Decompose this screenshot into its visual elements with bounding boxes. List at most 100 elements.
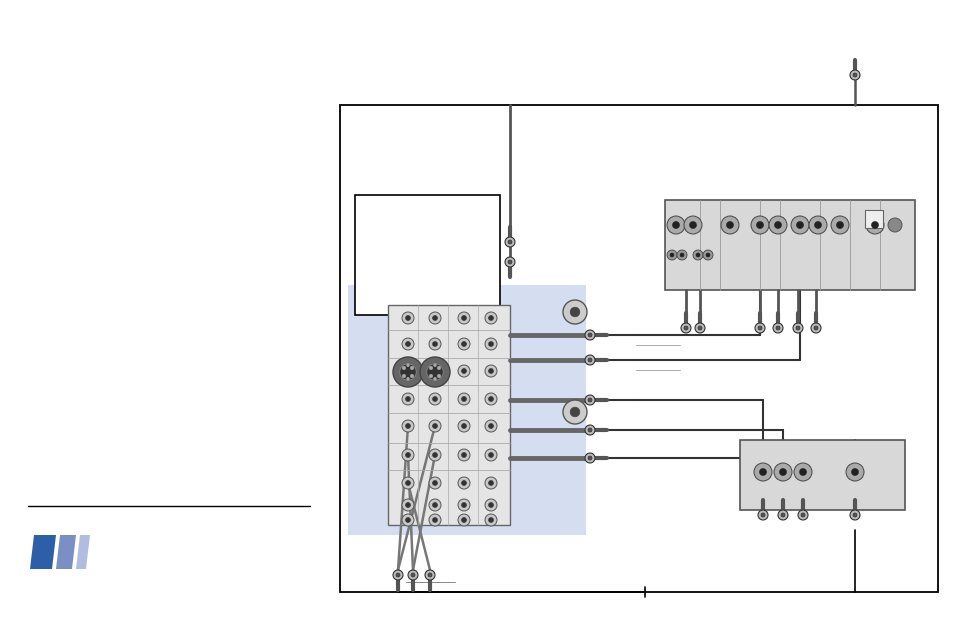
Circle shape (395, 573, 399, 577)
Circle shape (484, 420, 497, 432)
Circle shape (698, 326, 701, 330)
Circle shape (406, 364, 409, 366)
Circle shape (865, 216, 883, 234)
Circle shape (457, 338, 470, 350)
Circle shape (405, 503, 410, 508)
Bar (355, 195, 499, 315)
Circle shape (772, 323, 782, 333)
Circle shape (695, 323, 704, 333)
Circle shape (689, 222, 696, 228)
Circle shape (683, 216, 701, 234)
Circle shape (774, 222, 781, 228)
Circle shape (429, 477, 440, 489)
Circle shape (488, 423, 493, 428)
Circle shape (432, 480, 437, 485)
Circle shape (405, 480, 410, 485)
Circle shape (773, 463, 791, 481)
Circle shape (461, 517, 466, 522)
Bar (339, 105, 937, 592)
Circle shape (461, 423, 466, 428)
Circle shape (461, 452, 466, 457)
Circle shape (432, 503, 437, 508)
Circle shape (410, 366, 414, 370)
Circle shape (488, 452, 493, 457)
Circle shape (393, 357, 422, 387)
Circle shape (795, 326, 800, 330)
Circle shape (587, 428, 592, 432)
Circle shape (429, 338, 440, 350)
Circle shape (457, 449, 470, 461)
Circle shape (849, 70, 859, 80)
Circle shape (488, 397, 493, 402)
Circle shape (461, 397, 466, 402)
Circle shape (692, 250, 702, 260)
Circle shape (461, 503, 466, 508)
Circle shape (852, 73, 856, 77)
Circle shape (677, 250, 686, 260)
Circle shape (584, 330, 595, 340)
Circle shape (775, 326, 780, 330)
Circle shape (587, 358, 592, 362)
Circle shape (584, 425, 595, 435)
Circle shape (753, 463, 771, 481)
Circle shape (587, 333, 592, 337)
Circle shape (401, 420, 414, 432)
Circle shape (429, 393, 440, 405)
Circle shape (504, 237, 515, 247)
Circle shape (401, 499, 414, 511)
Circle shape (461, 480, 466, 485)
Circle shape (683, 326, 687, 330)
Circle shape (584, 395, 595, 405)
Circle shape (402, 374, 405, 378)
Circle shape (432, 368, 437, 373)
Circle shape (405, 397, 410, 402)
Circle shape (401, 312, 414, 324)
Circle shape (433, 377, 436, 380)
Circle shape (705, 253, 709, 257)
Circle shape (408, 570, 417, 580)
Circle shape (750, 216, 768, 234)
Circle shape (402, 366, 405, 370)
Circle shape (768, 216, 786, 234)
Circle shape (433, 364, 436, 366)
Circle shape (797, 510, 807, 520)
Circle shape (871, 222, 878, 228)
Circle shape (801, 513, 804, 517)
Circle shape (405, 342, 410, 347)
Circle shape (814, 222, 821, 228)
Bar (740, 440, 904, 510)
Circle shape (796, 222, 802, 228)
Circle shape (758, 510, 767, 520)
Circle shape (666, 250, 677, 260)
Circle shape (851, 469, 858, 475)
Circle shape (836, 222, 842, 228)
Circle shape (488, 368, 493, 373)
Circle shape (401, 449, 414, 461)
Circle shape (405, 452, 410, 457)
Circle shape (781, 513, 784, 517)
Circle shape (570, 307, 579, 317)
Circle shape (461, 368, 466, 373)
Circle shape (726, 222, 733, 228)
Polygon shape (76, 535, 90, 569)
Circle shape (429, 499, 440, 511)
Circle shape (679, 253, 683, 257)
Bar (388, 305, 510, 525)
Circle shape (696, 253, 700, 257)
Circle shape (758, 326, 761, 330)
Circle shape (432, 452, 437, 457)
Circle shape (432, 316, 437, 321)
Polygon shape (56, 535, 76, 569)
Circle shape (426, 364, 443, 380)
Circle shape (484, 514, 497, 526)
Circle shape (419, 357, 450, 387)
Circle shape (672, 222, 679, 228)
Circle shape (587, 398, 592, 402)
Circle shape (587, 456, 592, 460)
Circle shape (405, 423, 410, 428)
Circle shape (401, 338, 414, 350)
Circle shape (830, 216, 848, 234)
Circle shape (887, 218, 901, 232)
Circle shape (457, 514, 470, 526)
Circle shape (429, 312, 440, 324)
